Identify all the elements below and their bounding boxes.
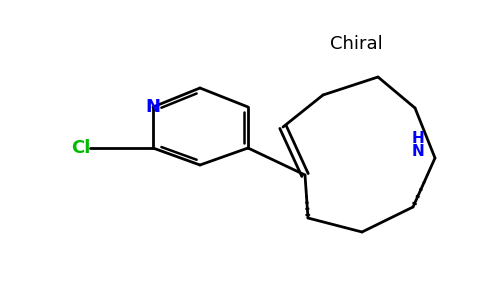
Text: Chiral: Chiral: [330, 35, 383, 53]
Text: H
N: H N: [411, 130, 424, 159]
Text: N: N: [146, 98, 161, 116]
Text: Cl: Cl: [72, 139, 91, 157]
